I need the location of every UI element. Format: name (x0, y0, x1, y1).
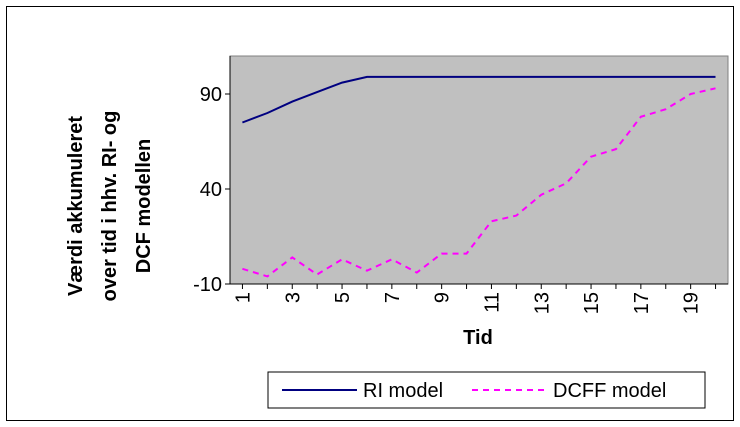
series-line-dcff-model (242, 87, 716, 278)
x-tick-label: 5 (332, 292, 354, 303)
y-tick-label: 90 (200, 84, 222, 106)
x-tick-label: 7 (382, 292, 404, 303)
x-tick-label: 3 (282, 292, 304, 303)
series-layer (242, 75, 716, 278)
x-tick-label: 17 (631, 292, 653, 314)
legend-label-dcff-model: DCFF model (553, 380, 666, 402)
x-tick-label: 15 (581, 292, 603, 314)
y-tick-label: -10 (193, 274, 222, 296)
x-tick-label: 11 (481, 292, 503, 313)
legend-label-ri-model: RI model (363, 380, 443, 402)
x-tick-label: 9 (432, 292, 454, 303)
x-tick-label: 19 (681, 292, 703, 314)
y-axis-title-line-1: Værdi akkumuleret (65, 116, 87, 296)
x-axis-title: Tid (463, 327, 493, 349)
y-tick-label: 40 (200, 179, 222, 201)
y-axis-title-line-3: DCF modellen (133, 139, 155, 273)
x-tick-label: 1 (232, 292, 254, 303)
plot-area (229, 55, 729, 285)
x-ticks: 1 3 5 7 9 11 13 15 17 19 (232, 284, 717, 314)
y-axis-title: Værdi akkumuleret over tid i hhv. RI- og… (65, 111, 155, 302)
series-line-ri-model (242, 75, 716, 124)
y-ticks: 90 40 -10 (193, 84, 230, 296)
legend: RI model DCFF model (267, 371, 706, 409)
x-tick-label: 13 (531, 292, 553, 314)
y-axis-title-line-2: over tid i hhv. RI- og (99, 111, 121, 302)
